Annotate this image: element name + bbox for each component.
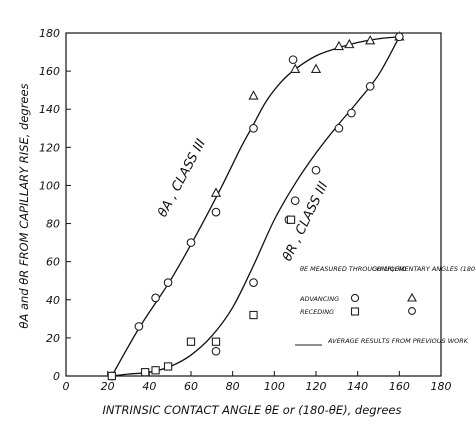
triangle-point — [248, 90, 259, 100]
circle-point — [290, 196, 300, 206]
legend-advancing-triangle-marker — [407, 292, 417, 302]
y-tick-label: 60 — [46, 256, 60, 269]
tick-labels: 0 20 40 60 80 100 120 140 160 180 0 20 40 60 80 100 120 1… — [39, 27, 452, 393]
legend-row-advancing: ADVANCING — [299, 295, 339, 303]
y-tick-label: 20 — [46, 332, 60, 345]
legend-header-col1: θE MEASURED THROUGH LIQUID — [300, 265, 406, 273]
triangle-point — [290, 63, 301, 73]
y-tick-label: 180 — [39, 27, 60, 40]
average-results-curve-5 — [111, 36, 400, 377]
x-tick-label: 120 — [306, 380, 327, 393]
y-tick-label: 120 — [39, 141, 60, 154]
circle-point — [134, 322, 144, 331]
square-point — [151, 366, 160, 375]
triangle-point — [310, 63, 322, 73]
circle-point — [288, 55, 298, 65]
legend-line-label: AVERAGE RESULTS FROM PREVIOUS WORK — [327, 337, 469, 345]
x-tick-label: 0 — [63, 380, 70, 393]
x-tick-label: 80 — [226, 380, 240, 393]
circle-point — [334, 123, 344, 133]
circle-point — [249, 123, 258, 133]
ticks — [65, 32, 442, 377]
triangle-point — [365, 34, 376, 45]
circle-point — [394, 32, 404, 42]
square-point — [211, 337, 221, 346]
legend: θE MEASURED THROUGH LIQUID COMPLEMENTARY… — [295, 265, 476, 346]
square-point — [286, 215, 296, 224]
circle-point — [311, 165, 321, 175]
plot-frame — [65, 32, 442, 377]
x-tick-label: 20 — [101, 380, 115, 393]
x-tick-label: 40 — [142, 380, 156, 393]
circle-point — [211, 346, 221, 356]
y-tick-label: 100 — [39, 179, 60, 192]
circle-point — [211, 207, 221, 217]
square-point — [107, 371, 116, 381]
legend-row-receding: RECEDING — [300, 308, 334, 316]
x-tick-label: 180 — [431, 380, 452, 393]
y-tick-label: 40 — [46, 294, 60, 307]
square-point — [249, 310, 258, 320]
y-tick-label: 160 — [39, 65, 60, 78]
y-tick-label: 0 — [53, 370, 60, 383]
y-tick-label: 80 — [46, 218, 60, 231]
y-axis-title: θA and θR FROM CAPILLARY RISE, degrees — [17, 83, 31, 328]
y-tick-label: 140 — [39, 103, 60, 116]
circle-point — [186, 238, 196, 247]
average-results-curve-4 — [111, 36, 400, 377]
triangle-point — [333, 40, 345, 51]
circle-point — [347, 108, 356, 118]
curves — [111, 36, 400, 377]
axes — [65, 32, 442, 377]
square-point — [163, 362, 173, 371]
square-point — [186, 337, 196, 346]
x-tick-label: 160 — [389, 380, 410, 393]
legend-advancing-circle-marker — [350, 293, 360, 303]
square-point — [141, 368, 150, 377]
data-points — [107, 31, 405, 381]
x-tick-label: 60 — [184, 380, 198, 393]
circle-point — [163, 278, 173, 287]
triangle-point — [344, 38, 355, 49]
circle-point — [365, 82, 375, 91]
triangle-point — [210, 187, 222, 197]
legend-receding-square-marker — [350, 307, 360, 316]
legend-header-col2: COMPLEMENTARY ANGLES (180-θE) — [372, 265, 476, 273]
curve-label-advancing: θA , CLASS III — [155, 137, 209, 220]
circle-point — [151, 293, 160, 303]
x-axis-title: INTRINSIC CONTACT ANGLE θE or (180-θE), … — [103, 403, 402, 417]
legend-receding-circle-marker — [408, 307, 416, 315]
circle-point — [249, 278, 258, 287]
x-tick-label: 100 — [264, 380, 285, 393]
x-tick-label: 140 — [347, 380, 368, 393]
